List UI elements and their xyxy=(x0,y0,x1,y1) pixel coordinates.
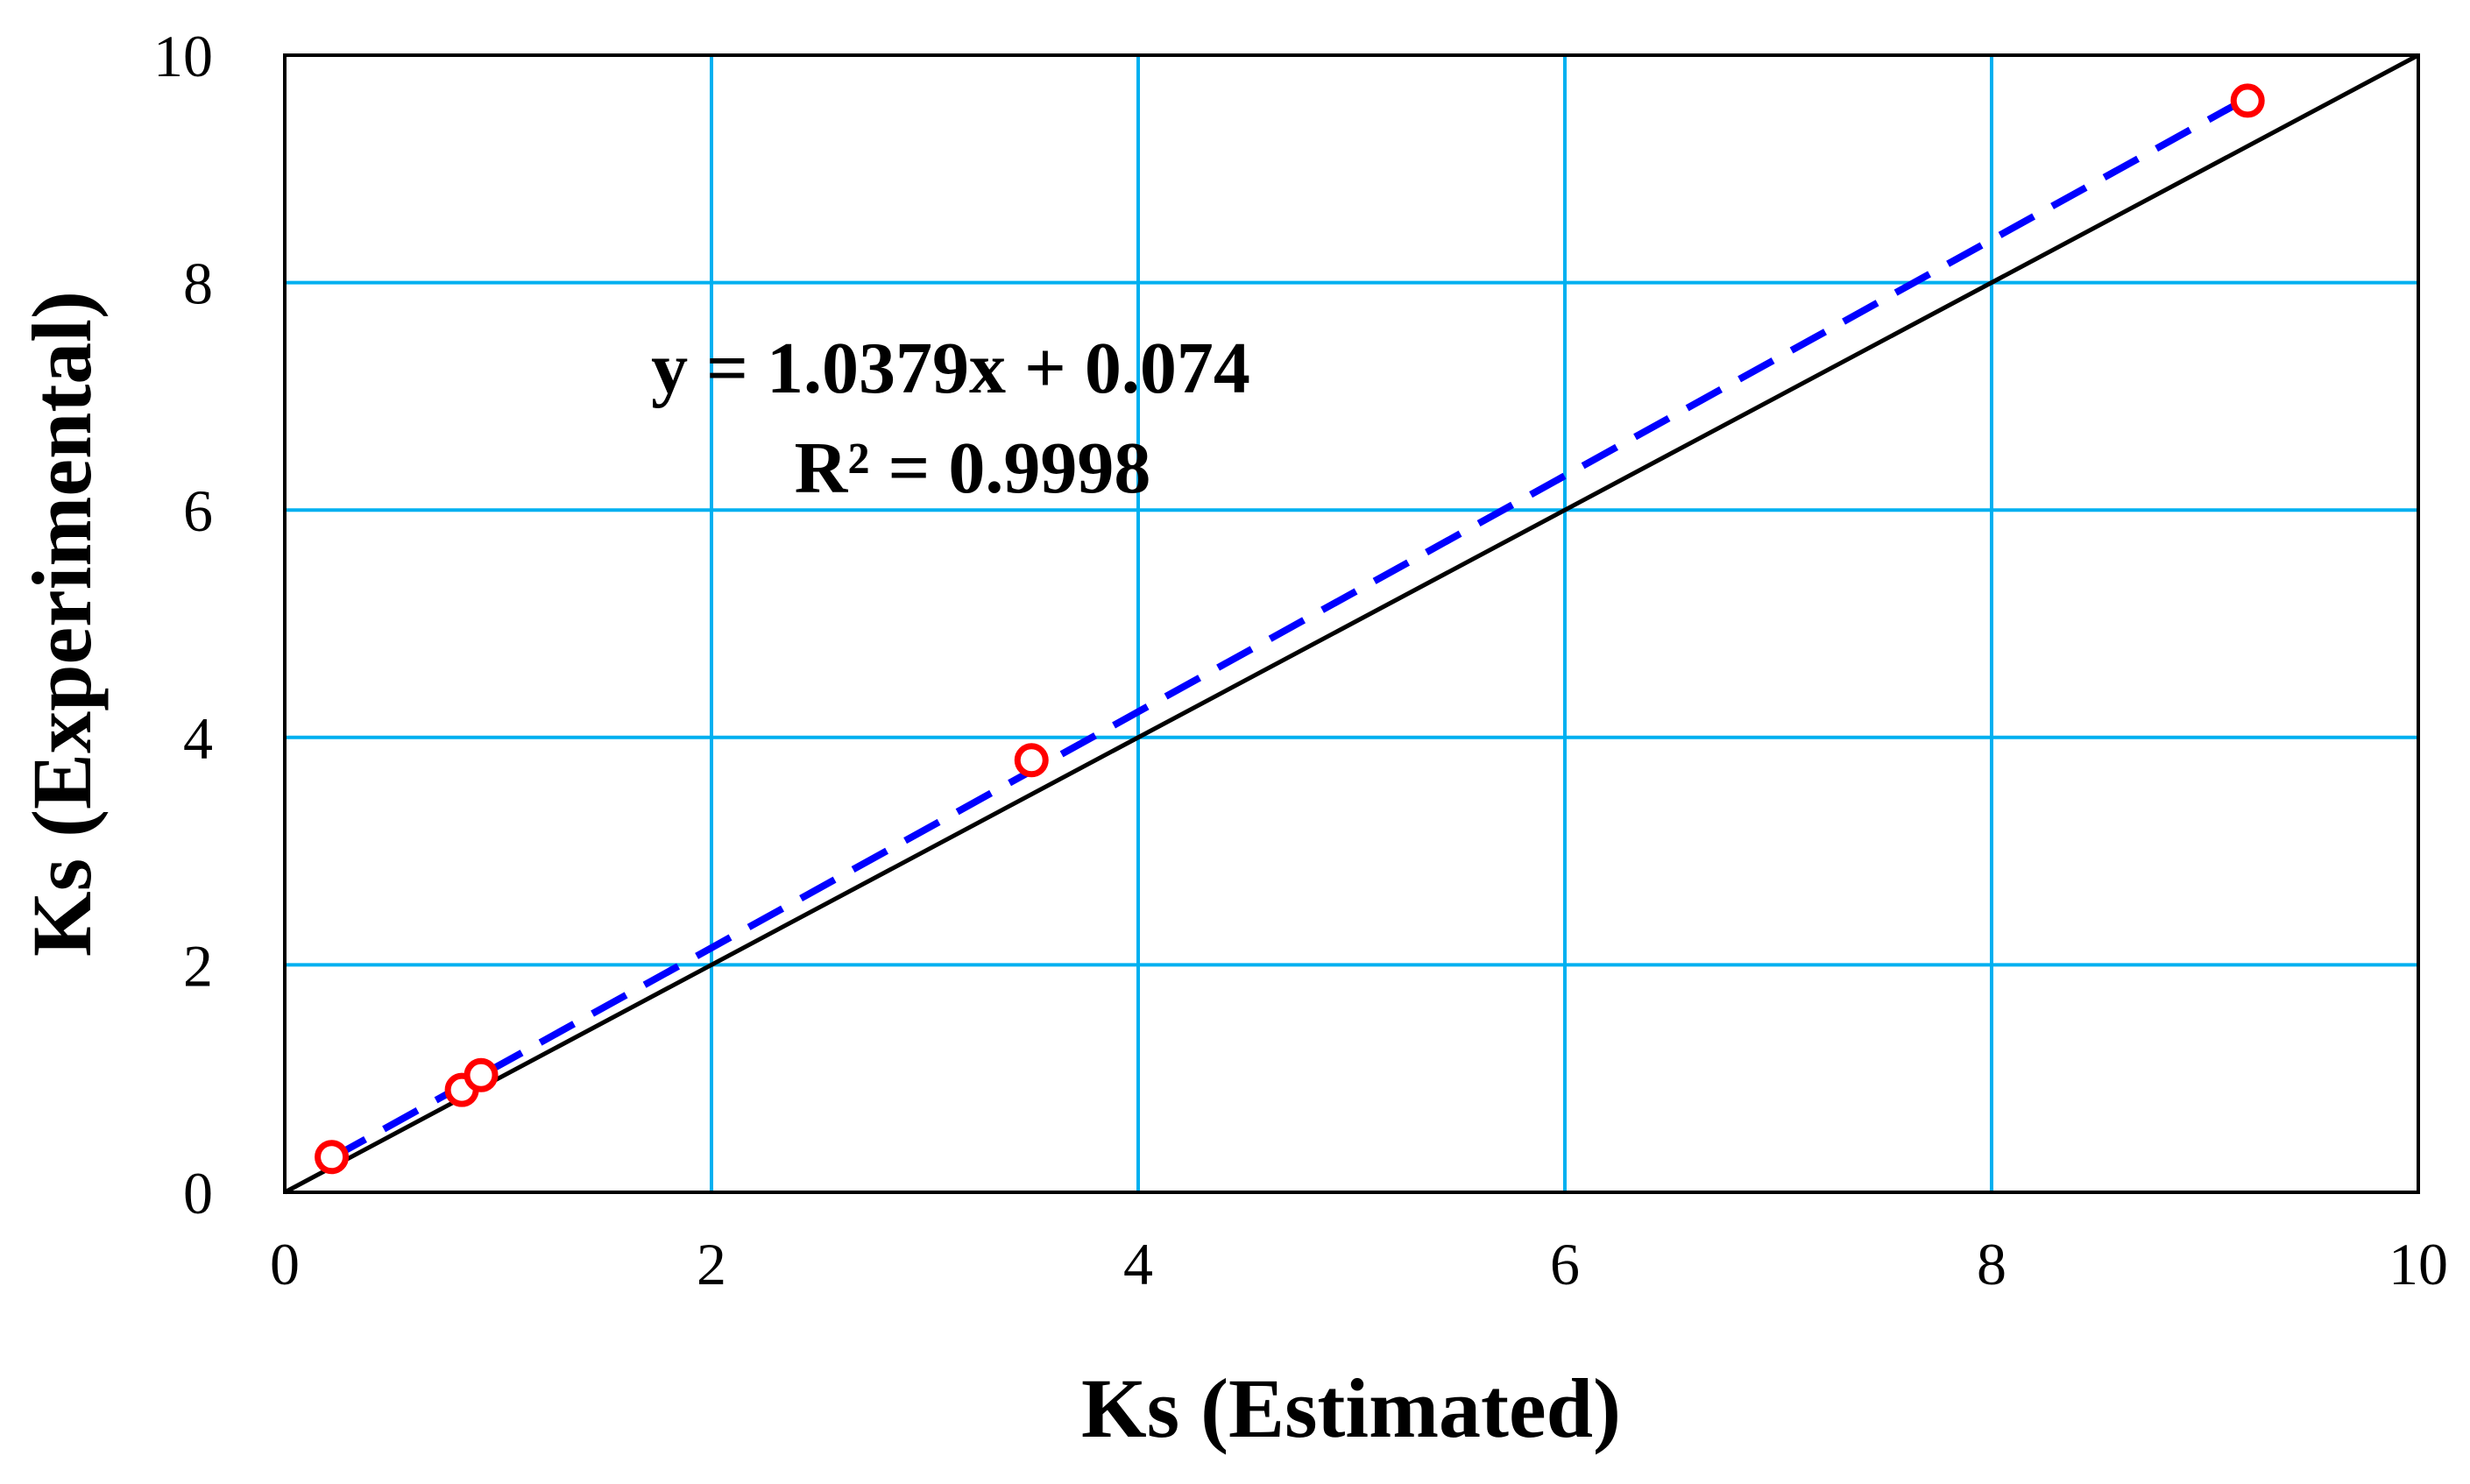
x-tick-label: 0 xyxy=(270,1231,300,1297)
grid-lines xyxy=(285,55,2418,1192)
x-tick-label: 2 xyxy=(697,1231,726,1297)
equation-label: y = 1.0379x + 0.074 xyxy=(651,328,1250,409)
y-tick-label: 10 xyxy=(153,23,213,89)
y-tick-label: 0 xyxy=(183,1160,213,1226)
x-tick-label: 8 xyxy=(1977,1231,2006,1297)
data-point xyxy=(464,1057,499,1092)
r-squared-label: R² = 0.9998 xyxy=(795,428,1151,509)
data-point xyxy=(1014,743,1049,778)
data-point xyxy=(2230,83,2265,118)
y-axis-title: Ks (Experimental) xyxy=(15,291,109,957)
y-tick-label: 6 xyxy=(183,477,213,544)
plot-frame xyxy=(283,53,2420,1194)
x-tick-label: 10 xyxy=(2389,1231,2448,1297)
y-tick-label: 2 xyxy=(183,932,213,999)
y-tick-label: 4 xyxy=(183,705,213,772)
y-tick-labels: 0 2 4 6 8 10 xyxy=(153,23,213,1226)
data-points xyxy=(315,83,2265,1175)
x-axis-title: Ks (Estimated) xyxy=(1081,1361,1621,1455)
trendline xyxy=(329,95,2250,1162)
x-tick-labels: 0 2 4 6 8 10 xyxy=(270,1231,2448,1297)
data-point xyxy=(315,1140,350,1175)
reference-line xyxy=(283,53,2420,1195)
x-tick-label: 4 xyxy=(1123,1231,1153,1297)
y-tick-label: 8 xyxy=(183,251,213,317)
x-tick-label: 6 xyxy=(1550,1231,1580,1297)
